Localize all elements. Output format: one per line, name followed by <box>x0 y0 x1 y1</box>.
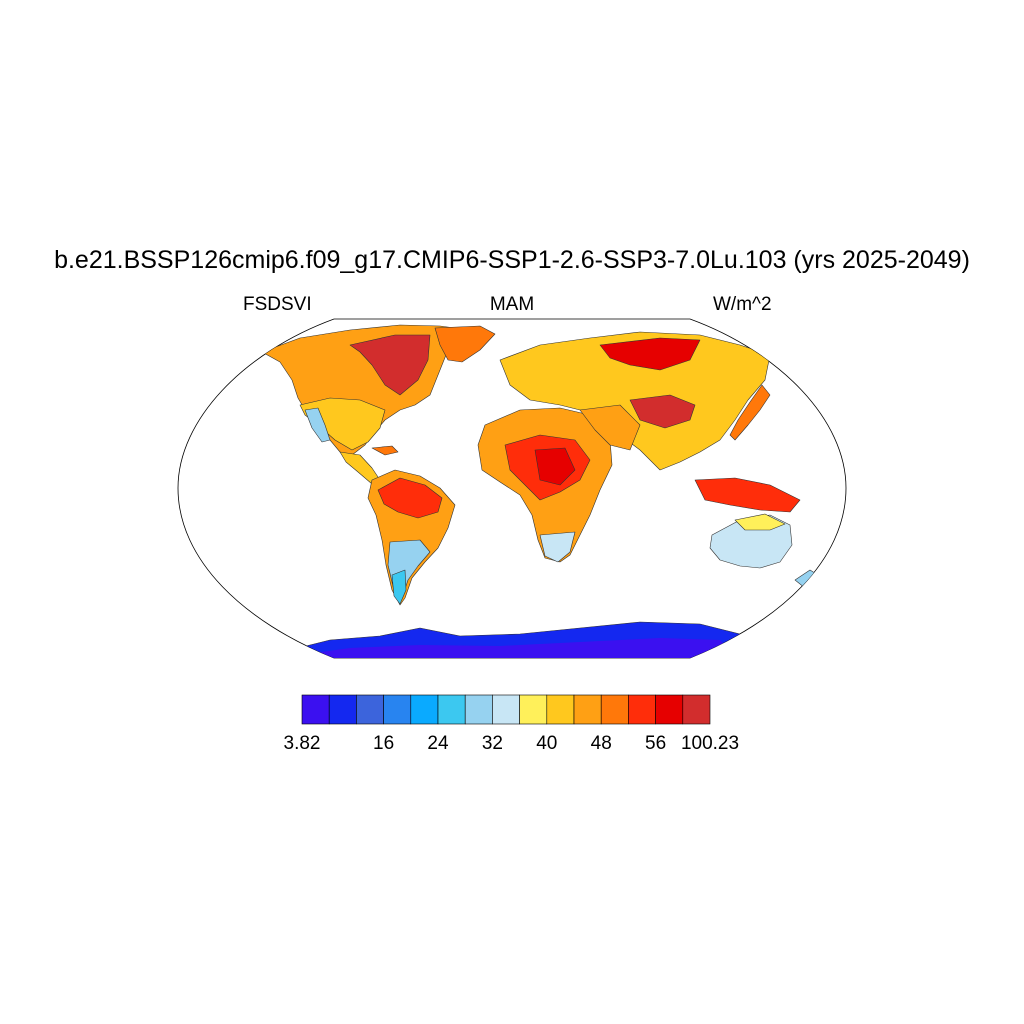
colorbar-tick-label: 48 <box>591 733 612 754</box>
colorbar-swatch <box>628 694 656 725</box>
colorbar-tick-label: 24 <box>427 733 449 754</box>
siberia-hot <box>599 337 701 371</box>
middle-east-orange <box>579 404 641 451</box>
amazon-hot <box>377 477 443 519</box>
colorbar-swatch <box>383 694 412 725</box>
colorbar-tick-label: 16 <box>373 733 394 754</box>
colorbar-swatch <box>573 694 602 725</box>
colorbar-tick-label: 100.23 <box>681 733 739 754</box>
colorbar-swatch <box>546 694 575 725</box>
colorbar-swatch <box>356 694 384 725</box>
philippines-japan <box>729 384 771 441</box>
tibet-hot <box>629 394 696 429</box>
colorbar-swatch <box>301 694 330 725</box>
colorbar-swatch <box>492 694 520 725</box>
australia-north-yellow <box>734 513 786 531</box>
colorbar-swatch <box>464 694 493 725</box>
patagonia-blue <box>391 569 407 605</box>
colorbar-swatch <box>410 694 439 725</box>
colorbar-tick-label: 56 <box>645 733 666 754</box>
colorbar-swatch <box>328 694 357 725</box>
colorbar-swatch <box>682 694 711 725</box>
colorbar-swatch <box>600 694 629 725</box>
colorbar: 3.82 16 24 32 40 48 56 100.23 <box>284 694 739 754</box>
plot-title: b.e21.BSSP126cmip6.f09_g17.CMIP6-SSP1-2.… <box>54 246 970 274</box>
baja-blue <box>304 407 331 443</box>
south-africa-blue <box>539 531 576 563</box>
north-america-north-hot <box>349 334 431 396</box>
colorbar-tick-label: 40 <box>536 733 557 754</box>
colorbar-tick-label: 32 <box>482 733 503 754</box>
colorbar-swatch <box>655 694 684 725</box>
indonesia <box>694 477 801 513</box>
greenland <box>434 325 496 363</box>
caribbean-islands <box>371 445 399 456</box>
colorbar-tick-label: 3.82 <box>284 733 321 754</box>
units-label: W/m^2 <box>713 294 772 315</box>
antarctica-interior <box>290 638 740 658</box>
central-africa-red <box>534 447 576 486</box>
variable-label: FSDSVI <box>243 294 312 315</box>
colorbar-swatch <box>437 694 466 725</box>
colorbar-swatch <box>519 694 548 725</box>
season-label: MAM <box>489 294 535 315</box>
